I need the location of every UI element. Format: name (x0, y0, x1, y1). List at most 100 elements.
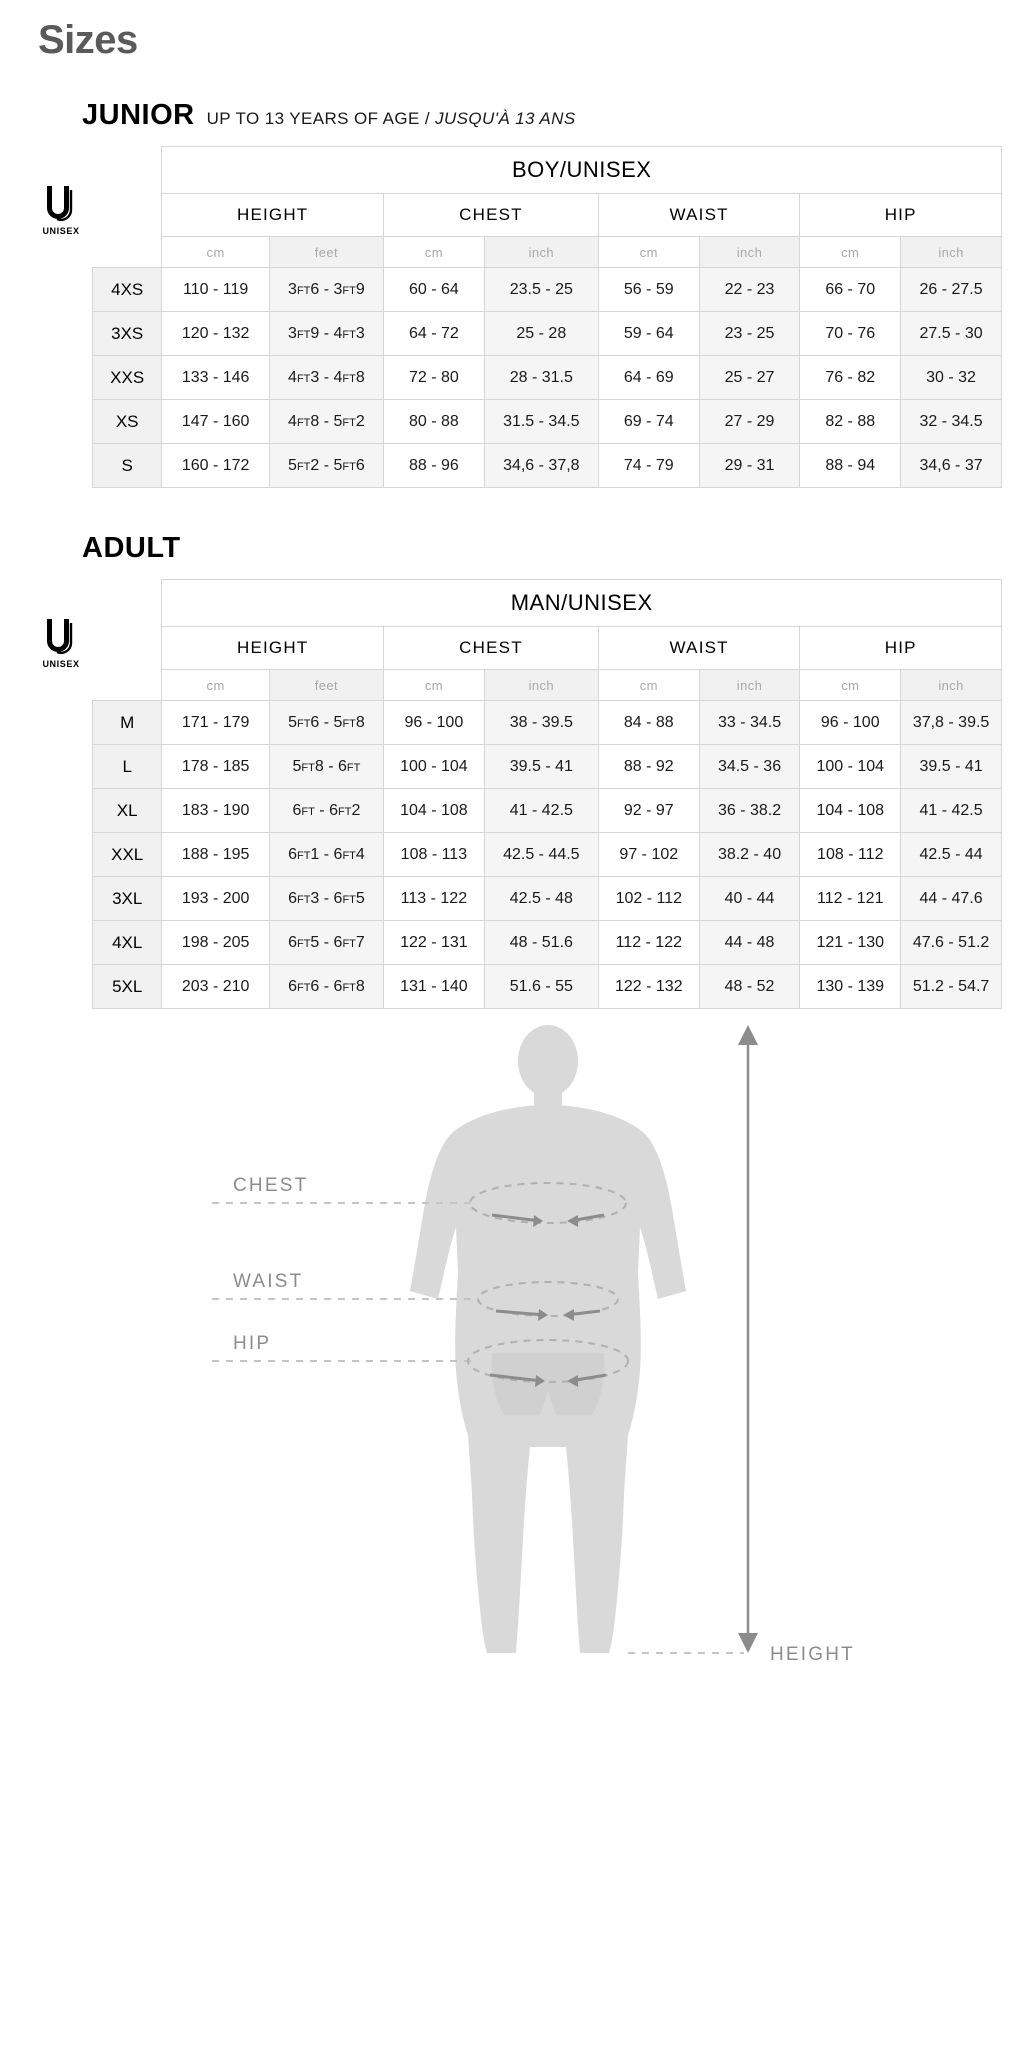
junior-corner-cell-2 (92, 193, 162, 237)
cell-hip-cm: 96 - 100 (799, 700, 902, 745)
size-label-cell: 3XS (91, 311, 163, 356)
body-diagram-svg: CHEST WAIST HIP HEIGHT (212, 1025, 855, 1663)
cell-waist-in: 27 - 29 (698, 399, 801, 444)
cell-height-cm: 198 - 205 (161, 920, 270, 965)
junior-col-hip: HIP (799, 193, 1002, 237)
cell-waist-cm: 74 - 79 (597, 443, 700, 488)
junior-table-wrap: UNISEX BOY/UNISEX HEIGHT CHEST WAIST (0, 146, 1032, 488)
table-row: XS 147 - 160 4FT8 - 5FT2 80 - 88 31.5 - 34.5… (91, 399, 1002, 444)
cell-waist-in: 44 - 48 (698, 920, 801, 965)
junior-unit-height-cm: cm (161, 236, 270, 268)
cell-waist-cm: 97 - 102 (597, 832, 700, 877)
cell-height-cm: 160 - 172 (161, 443, 270, 488)
cell-hip-in: 39.5 - 41 (900, 744, 1002, 789)
adult-unit-waist-inch: inch (698, 669, 801, 701)
adult-col-waist: WAIST (597, 626, 801, 670)
junior-unit-waist-cm: cm (597, 236, 700, 268)
height-label: HEIGHT (770, 1644, 855, 1663)
cell-waist-cm: 59 - 64 (597, 311, 700, 356)
cell-waist-cm: 88 - 92 (597, 744, 700, 789)
cell-waist-cm: 69 - 74 (597, 399, 700, 444)
waist-label: WAIST (233, 1271, 303, 1292)
cell-height-cm: 188 - 195 (161, 832, 270, 877)
size-label-cell: M (91, 700, 163, 745)
cell-waist-cm: 112 - 122 (597, 920, 700, 965)
adult-group-header-row: MAN/UNISEX (92, 579, 1002, 627)
cell-hip-cm: 130 - 139 (799, 964, 902, 1009)
cell-chest-in: 34,6 - 37,8 (483, 443, 599, 488)
size-label-cell: 3XL (91, 876, 163, 921)
adult-unit-hip-inch: inch (900, 669, 1002, 701)
junior-unit-chest-inch: inch (483, 236, 599, 268)
cell-waist-cm: 122 - 132 (597, 964, 700, 1009)
adult-col-height: HEIGHT (161, 626, 385, 670)
junior-subtitle-en: UP TO 13 YEARS OF AGE (206, 109, 420, 128)
cell-chest-cm: 108 - 113 (383, 832, 485, 877)
cell-chest-cm: 72 - 80 (383, 355, 485, 400)
adult-col-chest: CHEST (383, 626, 599, 670)
cell-waist-cm: 92 - 97 (597, 788, 700, 833)
cell-hip-cm: 70 - 76 (799, 311, 902, 356)
cell-chest-cm: 96 - 100 (383, 700, 485, 745)
adult-logo-label: UNISEX (42, 659, 80, 669)
adult-unit-height-cm: cm (161, 669, 270, 701)
cell-chest-cm: 64 - 72 (383, 311, 485, 356)
cell-chest-in: 51.6 - 55 (483, 964, 599, 1009)
cell-height-cm: 120 - 132 (161, 311, 270, 356)
unisex-u-icon (47, 619, 73, 655)
cell-hip-cm: 82 - 88 (799, 399, 902, 444)
size-label-cell: 5XL (91, 964, 163, 1009)
cell-waist-cm: 56 - 59 (597, 267, 700, 312)
cell-height-ft: 3FT9 - 4FT3 (268, 311, 385, 356)
size-label-cell: S (91, 443, 163, 488)
cell-waist-cm: 102 - 112 (597, 876, 700, 921)
cell-chest-in: 23.5 - 25 (483, 267, 599, 312)
junior-section-header: JUNIOR UP TO 13 YEARS OF AGE / JUSQU'À 1… (0, 99, 1032, 132)
cell-hip-in: 42.5 - 44 (900, 832, 1002, 877)
cell-hip-in: 34,6 - 37 (900, 443, 1002, 488)
junior-column-header-row: HEIGHT CHEST WAIST HIP (92, 193, 1002, 237)
cell-height-ft: 6FT6 - 6FT8 (268, 964, 385, 1009)
junior-section: JUNIOR UP TO 13 YEARS OF AGE / JUSQU'À 1… (0, 99, 1032, 488)
cell-chest-cm: 80 - 88 (383, 399, 485, 444)
junior-unit-height-feet: feet (268, 236, 385, 268)
cell-waist-in: 38.2 - 40 (698, 832, 801, 877)
adult-col-hip: HIP (799, 626, 1002, 670)
cell-chest-in: 31.5 - 34.5 (483, 399, 599, 444)
cell-waist-in: 22 - 23 (698, 267, 801, 312)
junior-subtitle-fr: JUSQU'À 13 ANS (435, 109, 576, 128)
cell-height-cm: 147 - 160 (161, 399, 270, 444)
shorts-shape (491, 1353, 605, 1415)
cell-height-ft: 4FT8 - 5FT2 (268, 399, 385, 444)
cell-height-cm: 178 - 185 (161, 744, 270, 789)
cell-height-cm: 183 - 190 (161, 788, 270, 833)
page-title: Sizes (38, 18, 138, 62)
size-label-cell: 4XS (91, 267, 163, 312)
cell-height-ft: 5FT2 - 5FT6 (268, 443, 385, 488)
junior-unit-header-row: cm feet cm inch cm inch cm inch (92, 236, 1002, 268)
chest-label: CHEST (233, 1175, 308, 1196)
cell-waist-in: 33 - 34.5 (698, 700, 801, 745)
table-row: 3XL 193 - 200 6FT3 - 6FT5 113 - 122 42.5 - 4… (91, 876, 1002, 921)
table-row: 3XS 120 - 132 3FT9 - 4FT3 64 - 72 25 - 28 59 … (91, 311, 1002, 356)
adult-unit-header-row: cm feet cm inch cm inch cm inch (92, 669, 1002, 701)
junior-logo-label: UNISEX (42, 226, 80, 236)
adult-unit-chest-inch: inch (483, 669, 599, 701)
junior-group-header-row: BOY/UNISEX (92, 146, 1002, 194)
cell-height-cm: 110 - 119 (161, 267, 270, 312)
junior-col-chest: CHEST (383, 193, 599, 237)
table-row: XL 183 - 190 6FT - 6FT2 104 - 108 41 - 42.5 9… (91, 788, 1002, 833)
adult-unit-chest-cm: cm (383, 669, 485, 701)
adult-group-header: MAN/UNISEX (161, 579, 1002, 627)
cell-height-cm: 193 - 200 (161, 876, 270, 921)
cell-chest-in: 28 - 31.5 (483, 355, 599, 400)
adult-table-wrap: UNISEX MAN/UNISEX HEIGHT CHEST WAIST (0, 579, 1032, 1009)
cell-waist-in: 36 - 38.2 (698, 788, 801, 833)
junior-unit-hip-inch: inch (900, 236, 1002, 268)
cell-height-ft: 6FT5 - 6FT7 (268, 920, 385, 965)
cell-waist-in: 34.5 - 36 (698, 744, 801, 789)
cell-waist-in: 48 - 52 (698, 964, 801, 1009)
cell-chest-in: 38 - 39.5 (483, 700, 599, 745)
junior-title: JUNIOR (82, 99, 195, 131)
cell-chest-in: 39.5 - 41 (483, 744, 599, 789)
